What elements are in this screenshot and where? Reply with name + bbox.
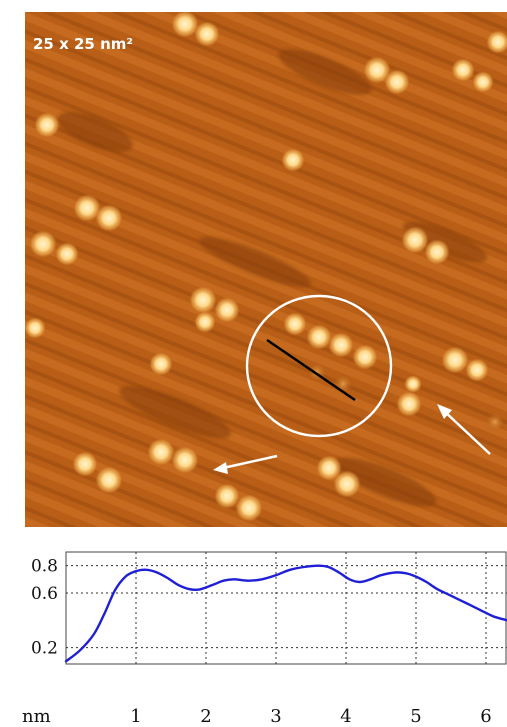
y-axis-ticks: 0.2 0.6 0.8 (31, 557, 58, 659)
x-tick-label: 4 (340, 706, 351, 727)
arrow-left-icon (213, 462, 228, 474)
y-tick-label: 0.8 (31, 557, 58, 577)
profile-series-line (64, 564, 507, 663)
height-profile-chart: 0.2 0.6 0.8 1 2 3 4 5 6 nm (22, 551, 507, 727)
scale-label: 25 x 25 nm² (33, 35, 133, 53)
x-axis-ticks: 1 2 3 4 5 6 (130, 706, 491, 727)
highlight-circle (245, 294, 393, 438)
chart-grid (66, 552, 507, 664)
stm-topography (25, 12, 507, 527)
x-tick-label: 3 (270, 706, 281, 727)
x-tick-label: 1 (130, 706, 141, 727)
x-axis-label: nm (22, 706, 51, 727)
arrow-left-shaft (222, 454, 278, 470)
x-tick-label: 5 (410, 706, 421, 727)
arrow-right-shaft (442, 409, 491, 455)
stm-image: 25 x 25 nm² (25, 12, 507, 527)
x-tick-label: 2 (200, 706, 211, 727)
x-tick-label: 6 (480, 706, 491, 727)
adatom-features (25, 12, 507, 522)
annotation-overlays (213, 294, 491, 474)
profile-line-marker (266, 338, 356, 402)
y-tick-label: 0.2 (31, 639, 58, 659)
arrow-right-icon (437, 404, 452, 419)
y-tick-label: 0.6 (31, 584, 58, 604)
